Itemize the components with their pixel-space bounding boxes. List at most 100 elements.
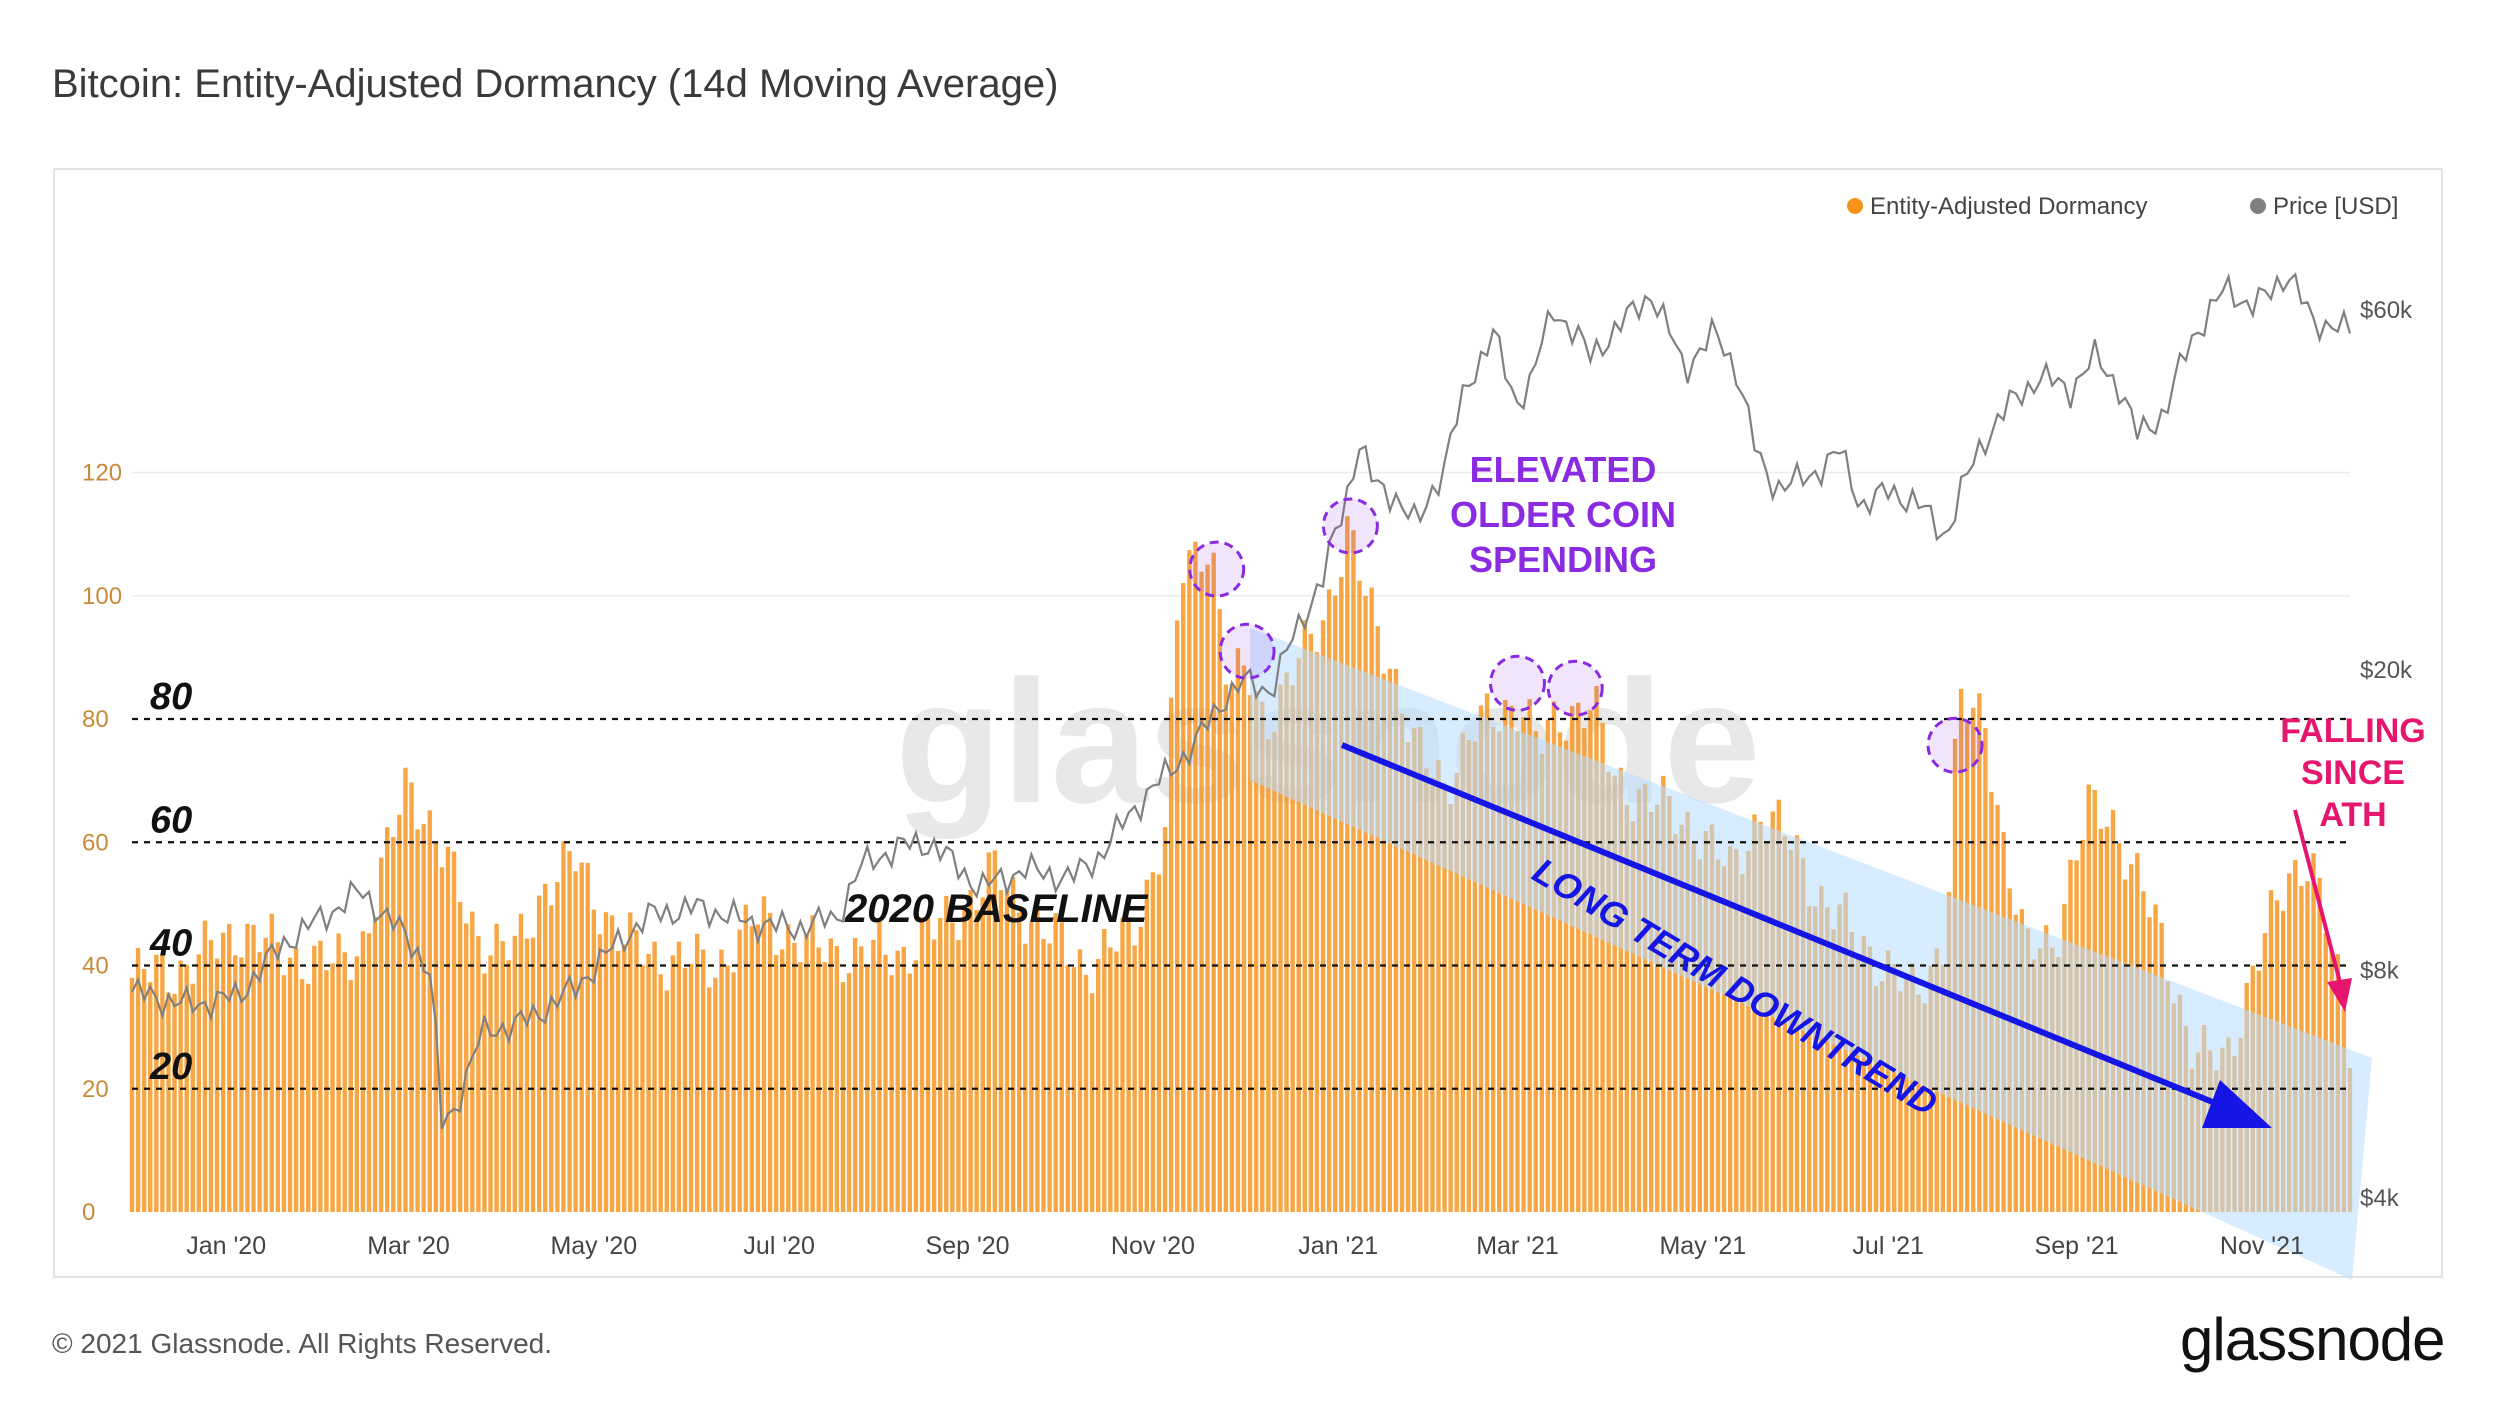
dormancy-bar bbox=[512, 935, 518, 1212]
dormancy-bar bbox=[1849, 932, 1854, 1212]
dormancy-bar bbox=[1029, 922, 1034, 1212]
dormancy-bar bbox=[348, 980, 353, 1212]
dormancy-bar bbox=[968, 889, 973, 1212]
dormancy-bar bbox=[1740, 874, 1745, 1212]
dormancy-bar bbox=[1746, 851, 1751, 1212]
dormancy-bar bbox=[1411, 728, 1417, 1212]
dormancy-bar bbox=[1679, 824, 1684, 1212]
dormancy-bar bbox=[330, 963, 335, 1212]
dormancy-bar bbox=[1108, 947, 1113, 1212]
dormancy-bar bbox=[974, 909, 979, 1212]
dormancy-bar bbox=[445, 846, 451, 1212]
legend-label-dormancy: Entity-Adjusted Dormancy bbox=[1870, 193, 2147, 220]
dormancy-bar bbox=[804, 933, 809, 1212]
peak-circle bbox=[1546, 659, 1604, 717]
dormancy-bar bbox=[725, 965, 730, 1212]
dormancy-bar bbox=[1800, 858, 1806, 1212]
dormancy-bar bbox=[1254, 690, 1259, 1212]
dormancy-bar bbox=[1430, 777, 1435, 1212]
dormancy-bar bbox=[877, 921, 882, 1212]
dormancy-bar bbox=[828, 938, 834, 1212]
dormancy-bar bbox=[354, 956, 360, 1212]
dormancy-bar bbox=[1557, 732, 1563, 1212]
dormancy-bar bbox=[421, 824, 426, 1212]
dormancy-bar bbox=[141, 969, 147, 1212]
dormancy-bar bbox=[780, 949, 785, 1212]
dormancy-bar bbox=[840, 982, 846, 1212]
falling-annotation: SINCE bbox=[2301, 754, 2405, 792]
chart-title: Bitcoin: Entity-Adjusted Dormancy (14d M… bbox=[52, 62, 1059, 106]
dormancy-bar bbox=[1612, 775, 1617, 1212]
dormancy-bar bbox=[1509, 705, 1514, 1212]
dormancy-bar bbox=[1077, 949, 1083, 1212]
dormancy-bar bbox=[1831, 929, 1836, 1212]
dormancy-bar bbox=[360, 931, 366, 1212]
left-tick-label: 100 bbox=[82, 583, 122, 610]
dormancy-bar bbox=[1320, 620, 1326, 1212]
dormancy-bar bbox=[1223, 684, 1228, 1212]
dormancy-bar bbox=[530, 937, 536, 1212]
dormancy-bar bbox=[1594, 685, 1599, 1212]
dormancy-bar bbox=[208, 940, 214, 1212]
legend-dot-dormancy bbox=[1847, 198, 1863, 214]
peak-circle bbox=[1926, 716, 1984, 774]
dormancy-bar bbox=[1041, 938, 1046, 1212]
dormancy-bar bbox=[859, 946, 864, 1212]
dormancy-bar bbox=[1059, 922, 1064, 1212]
dormancy-bar bbox=[871, 939, 876, 1212]
dormancy-bar bbox=[1636, 789, 1642, 1212]
left-tick-label: 80 bbox=[82, 706, 109, 733]
dormancy-bar bbox=[907, 973, 913, 1212]
dormancy-bar bbox=[1916, 994, 1921, 1212]
dormancy-bar bbox=[1454, 772, 1459, 1212]
dormancy-bar bbox=[1217, 609, 1222, 1212]
dormancy-bar bbox=[1393, 668, 1399, 1212]
dormancy-bar bbox=[676, 941, 682, 1212]
dormancy-bar bbox=[998, 890, 1004, 1212]
dormancy-bar bbox=[640, 965, 645, 1212]
dormancy-bar bbox=[1096, 959, 1101, 1212]
dormancy-bar bbox=[743, 904, 748, 1212]
elevated-annotation: OLDER COIN bbox=[1450, 494, 1676, 535]
dormancy-bar bbox=[1399, 713, 1405, 1212]
dormancy-bar bbox=[603, 912, 609, 1212]
dormancy-bar bbox=[1606, 771, 1611, 1212]
dormancy-bar bbox=[1241, 665, 1247, 1212]
dormancy-bar bbox=[1162, 827, 1168, 1212]
dormancy-bar bbox=[658, 974, 663, 1212]
glassnode-logo: glassnode bbox=[2180, 1306, 2446, 1373]
dormancy-bar bbox=[1721, 866, 1727, 1212]
dormancy-bar bbox=[919, 917, 925, 1212]
dormancy-bar bbox=[1405, 742, 1411, 1212]
dormancy-bar bbox=[846, 973, 852, 1212]
dormancy-bar bbox=[1813, 906, 1818, 1212]
dormancy-bar bbox=[470, 911, 475, 1212]
falling-arrow-line bbox=[2293, 809, 2344, 991]
dormancy-bar bbox=[1272, 731, 1277, 1212]
legend-label-price: Price [USD] bbox=[2273, 193, 2398, 220]
dormancy-bar bbox=[1460, 732, 1465, 1212]
dormancy-bar bbox=[1922, 1003, 1927, 1212]
dormancy-bar bbox=[1576, 702, 1581, 1212]
dormancy-bar bbox=[318, 940, 323, 1212]
dormancy-bar bbox=[1734, 849, 1739, 1212]
dormancy-bar bbox=[1764, 840, 1769, 1212]
dormancy-bar bbox=[1339, 576, 1344, 1212]
dormancy-bar bbox=[397, 814, 402, 1212]
dormancy-bar bbox=[324, 970, 329, 1212]
dormancy-bar bbox=[834, 945, 840, 1212]
dormancy-bar bbox=[1655, 804, 1660, 1212]
dormancy-bar bbox=[944, 895, 949, 1212]
dormancy-bar bbox=[1314, 652, 1320, 1212]
dormancy-bar bbox=[439, 867, 445, 1212]
left-tick-label: 20 bbox=[82, 1076, 109, 1103]
dormancy-bar bbox=[184, 964, 189, 1212]
dormancy-bar bbox=[154, 954, 159, 1212]
dormancy-bar bbox=[1308, 633, 1314, 1212]
dormancy-bar bbox=[1867, 946, 1873, 1212]
dormancy-bar bbox=[682, 967, 688, 1212]
dormancy-bar bbox=[1758, 821, 1763, 1212]
dormancy-bar bbox=[1296, 658, 1301, 1212]
dormancy-bar bbox=[1898, 991, 1903, 1212]
dormancy-bar bbox=[366, 933, 372, 1212]
